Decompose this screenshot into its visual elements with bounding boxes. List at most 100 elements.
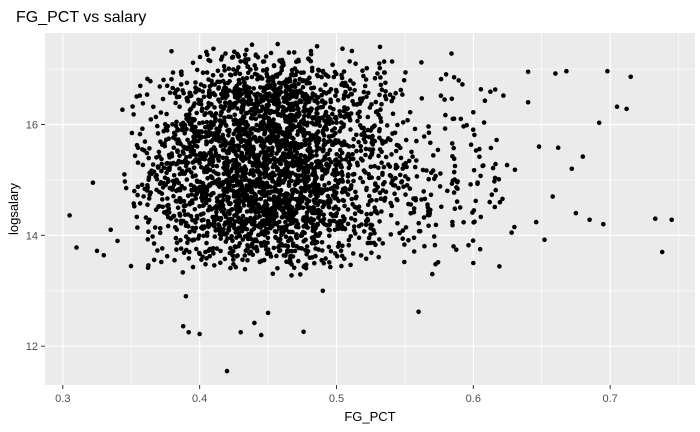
data-point bbox=[272, 85, 277, 91]
data-point bbox=[190, 200, 195, 206]
data-point bbox=[187, 154, 193, 159]
data-point bbox=[314, 44, 320, 49]
data-point bbox=[178, 246, 184, 251]
data-point bbox=[338, 162, 344, 168]
data-point bbox=[286, 106, 291, 111]
data-point bbox=[348, 78, 353, 83]
data-point bbox=[395, 221, 400, 226]
data-point bbox=[122, 172, 127, 177]
data-point bbox=[257, 184, 262, 189]
data-point bbox=[319, 74, 324, 80]
data-point bbox=[323, 72, 328, 77]
data-point bbox=[318, 199, 324, 204]
data-point bbox=[216, 171, 221, 177]
data-point bbox=[406, 158, 412, 164]
data-point bbox=[210, 73, 216, 78]
data-point bbox=[134, 142, 140, 148]
data-point bbox=[206, 224, 211, 230]
data-point bbox=[214, 131, 219, 136]
data-point bbox=[367, 147, 372, 152]
data-point bbox=[254, 72, 260, 78]
data-point bbox=[344, 106, 350, 112]
data-point bbox=[273, 214, 279, 219]
data-point bbox=[345, 192, 351, 197]
data-point bbox=[339, 263, 344, 269]
data-point bbox=[451, 169, 457, 175]
data-point bbox=[372, 230, 377, 236]
data-point bbox=[235, 95, 240, 100]
data-point bbox=[411, 235, 417, 241]
data-point bbox=[202, 169, 207, 175]
data-point bbox=[286, 50, 292, 55]
data-point bbox=[214, 137, 219, 143]
data-point bbox=[366, 90, 371, 96]
data-point bbox=[241, 203, 247, 208]
data-point bbox=[303, 91, 309, 97]
chart-title: FG_PCT vs salary bbox=[16, 9, 146, 26]
data-point bbox=[360, 158, 365, 163]
data-point bbox=[309, 161, 314, 167]
data-point bbox=[267, 110, 273, 116]
data-point bbox=[255, 128, 260, 133]
data-point bbox=[334, 120, 339, 125]
data-point bbox=[298, 99, 304, 105]
data-point bbox=[309, 65, 315, 71]
data-point bbox=[379, 101, 384, 107]
data-point bbox=[422, 196, 428, 202]
data-point bbox=[232, 92, 238, 97]
x-tick-label: 0.3 bbox=[55, 393, 70, 405]
data-point bbox=[340, 46, 345, 51]
data-point bbox=[233, 160, 239, 166]
data-point bbox=[241, 115, 247, 120]
data-point bbox=[353, 189, 358, 195]
data-point bbox=[277, 100, 282, 106]
data-point bbox=[311, 234, 317, 240]
data-point bbox=[378, 75, 383, 80]
data-point bbox=[601, 221, 606, 227]
data-point bbox=[210, 157, 216, 163]
data-point bbox=[318, 87, 323, 92]
data-point bbox=[252, 108, 257, 113]
data-point bbox=[135, 225, 140, 230]
data-point bbox=[345, 207, 351, 212]
data-point bbox=[216, 97, 221, 102]
data-point bbox=[287, 131, 293, 136]
data-point bbox=[243, 111, 249, 116]
data-point bbox=[290, 122, 296, 128]
data-point bbox=[345, 174, 351, 179]
data-point bbox=[421, 189, 427, 194]
data-point bbox=[184, 177, 190, 182]
data-point bbox=[216, 158, 221, 163]
data-point bbox=[244, 47, 249, 53]
data-point bbox=[230, 137, 235, 142]
data-point bbox=[388, 212, 394, 218]
data-point bbox=[358, 148, 364, 153]
data-point bbox=[569, 166, 575, 172]
data-point bbox=[318, 115, 324, 121]
data-point bbox=[373, 109, 379, 115]
data-point bbox=[354, 132, 359, 138]
data-point bbox=[280, 131, 285, 137]
data-point bbox=[393, 90, 399, 96]
data-point bbox=[193, 132, 199, 138]
data-point bbox=[268, 50, 274, 56]
data-point bbox=[242, 154, 247, 160]
data-point bbox=[354, 194, 359, 200]
data-point bbox=[395, 122, 400, 128]
data-point bbox=[379, 138, 385, 144]
data-point bbox=[312, 210, 318, 216]
data-point bbox=[389, 203, 395, 209]
data-point bbox=[403, 225, 409, 230]
data-point bbox=[147, 192, 153, 198]
data-point bbox=[190, 217, 195, 223]
data-point bbox=[167, 90, 173, 95]
data-point bbox=[261, 212, 267, 218]
data-point bbox=[151, 257, 157, 263]
data-point bbox=[286, 154, 291, 160]
data-point bbox=[244, 183, 249, 188]
data-point bbox=[174, 240, 180, 246]
data-point bbox=[242, 234, 248, 239]
data-point bbox=[450, 219, 455, 225]
data-point bbox=[272, 189, 277, 194]
data-point bbox=[218, 260, 223, 266]
